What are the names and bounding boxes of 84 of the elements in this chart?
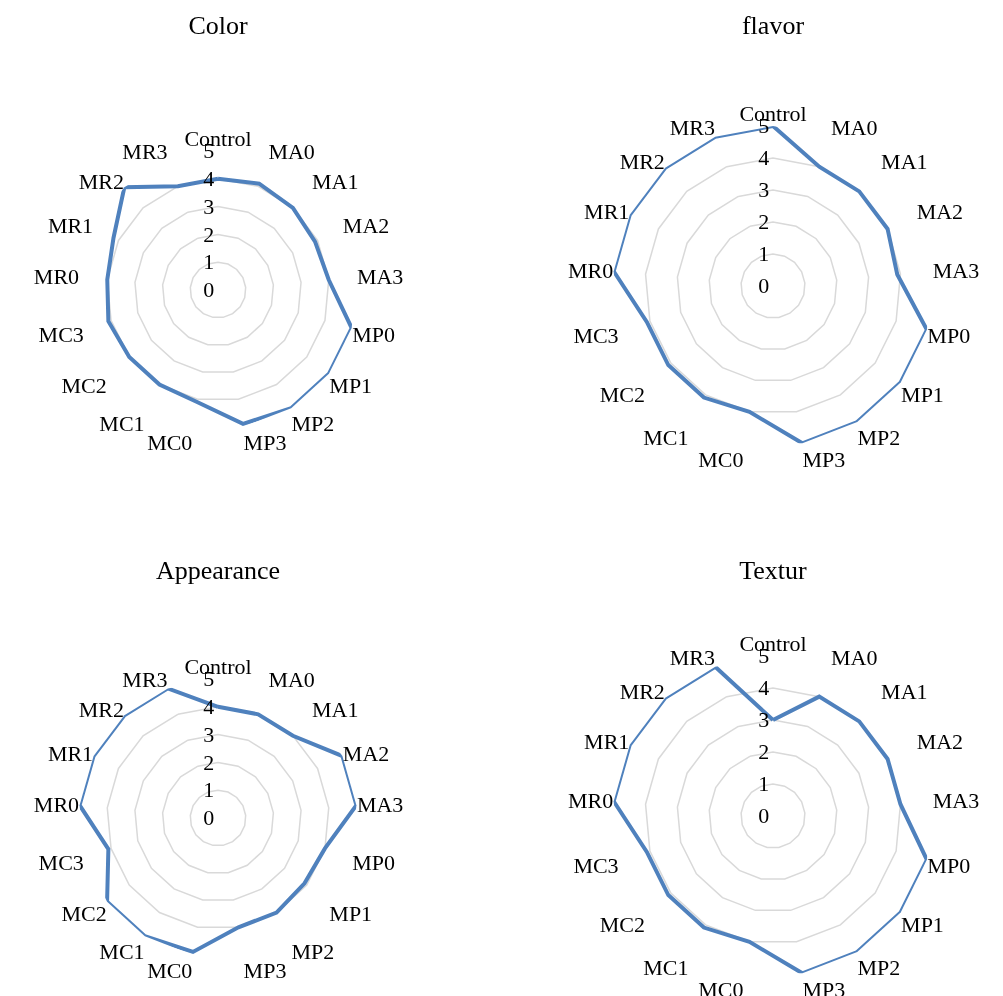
spoke-label: MP3 xyxy=(243,958,287,984)
spoke-label: MA1 xyxy=(881,679,928,705)
spoke-label: MR1 xyxy=(47,740,94,766)
y-tick-label: 1 xyxy=(203,249,215,275)
spoke-label: MA0 xyxy=(830,115,878,141)
spoke-label: MP2 xyxy=(857,955,901,981)
spoke-label: MP1 xyxy=(901,382,944,408)
spoke-label: MP0 xyxy=(352,849,395,875)
spoke-label: MA3 xyxy=(356,792,404,818)
spoke-label: MR3 xyxy=(122,138,168,164)
y-tick-label: 3 xyxy=(758,177,770,203)
y-tick-label: 2 xyxy=(758,209,770,235)
spoke-label: MC3 xyxy=(38,321,84,347)
chart-title: flavor xyxy=(741,11,805,41)
spoke-label: MR3 xyxy=(669,645,716,671)
chart-title: Appearance xyxy=(155,556,281,586)
spoke-label: MR2 xyxy=(619,149,665,175)
spoke-label: MP1 xyxy=(329,901,373,927)
spoke-label: MR0 xyxy=(567,258,614,284)
spoke-label: MC2 xyxy=(61,901,107,927)
y-tick-label: 4 xyxy=(758,145,770,171)
y-tick-label: 1 xyxy=(758,771,770,797)
spoke-label: MR1 xyxy=(584,729,630,755)
spoke-label: MC3 xyxy=(573,853,619,879)
spoke-label: MA2 xyxy=(342,740,390,766)
spoke-label: MC3 xyxy=(573,323,619,349)
spoke-label: MR3 xyxy=(122,666,168,692)
spoke-label: MR1 xyxy=(47,212,94,238)
spoke-label: MC2 xyxy=(599,912,645,938)
spoke-label: MA2 xyxy=(342,212,390,238)
spoke-label: MP1 xyxy=(329,373,373,399)
chart-title: Textur xyxy=(739,556,808,586)
spoke-label: MR0 xyxy=(567,788,614,814)
spoke-label: MR3 xyxy=(669,115,716,141)
spoke-label: MC0 xyxy=(698,446,744,472)
spoke-label: MP3 xyxy=(243,430,287,456)
spoke-label: MP0 xyxy=(927,853,971,879)
spoke-label: MA1 xyxy=(311,168,359,194)
spoke-label: MA0 xyxy=(830,645,878,671)
spoke-label: MC1 xyxy=(99,939,145,965)
y-tick-label: 1 xyxy=(203,777,215,803)
y-tick-label: 0 xyxy=(203,805,215,831)
spoke-label: MA1 xyxy=(881,149,928,175)
chart-title: Color xyxy=(188,11,248,41)
spoke-label: MC0 xyxy=(147,958,193,984)
spoke-label: MA0 xyxy=(268,138,315,164)
spoke-label: MP0 xyxy=(352,321,395,347)
spoke-label: MP0 xyxy=(927,323,971,349)
y-tick-label: 4 xyxy=(758,675,770,701)
spoke-label: MA2 xyxy=(916,199,964,225)
spoke-label: MR0 xyxy=(33,264,80,290)
y-tick-label: 0 xyxy=(203,277,215,303)
y-tick-label: 3 xyxy=(203,721,215,747)
spoke-label: MA3 xyxy=(356,264,404,290)
spoke-label: MR0 xyxy=(33,792,80,818)
spoke-label: MC1 xyxy=(643,425,689,451)
y-tick-label: 2 xyxy=(758,739,770,765)
spoke-label: MA3 xyxy=(932,788,980,814)
spoke-label: MC0 xyxy=(147,430,193,456)
spoke-label: MR2 xyxy=(78,696,125,722)
spoke-label: MC1 xyxy=(99,411,145,437)
spoke-label: MP2 xyxy=(291,411,335,437)
y-tick-label: 2 xyxy=(203,221,215,247)
spoke-label: MC1 xyxy=(643,955,689,981)
spoke-label: MR1 xyxy=(584,199,630,225)
spoke-label: MA3 xyxy=(932,258,980,284)
spoke-label: MP2 xyxy=(857,425,901,451)
spoke-label: MC2 xyxy=(61,373,107,399)
spoke-label: MR2 xyxy=(78,168,125,194)
spoke-label: MC2 xyxy=(599,382,645,408)
spoke-label: MP3 xyxy=(802,446,846,472)
spoke-label: MA1 xyxy=(311,696,359,722)
spoke-label: MP1 xyxy=(901,912,944,938)
y-tick-label: 0 xyxy=(758,273,770,299)
spoke-label: MC3 xyxy=(38,849,84,875)
spoke-label: MA2 xyxy=(916,729,964,755)
y-tick-label: 0 xyxy=(758,803,770,829)
y-tick-label: 3 xyxy=(758,707,770,733)
y-tick-label: 3 xyxy=(203,193,215,219)
spoke-label: MA0 xyxy=(268,666,315,692)
spoke-label: MR2 xyxy=(619,679,665,705)
y-tick-label: 2 xyxy=(203,749,215,775)
spoke-label: MP2 xyxy=(291,939,335,965)
y-tick-label: 1 xyxy=(758,241,770,267)
